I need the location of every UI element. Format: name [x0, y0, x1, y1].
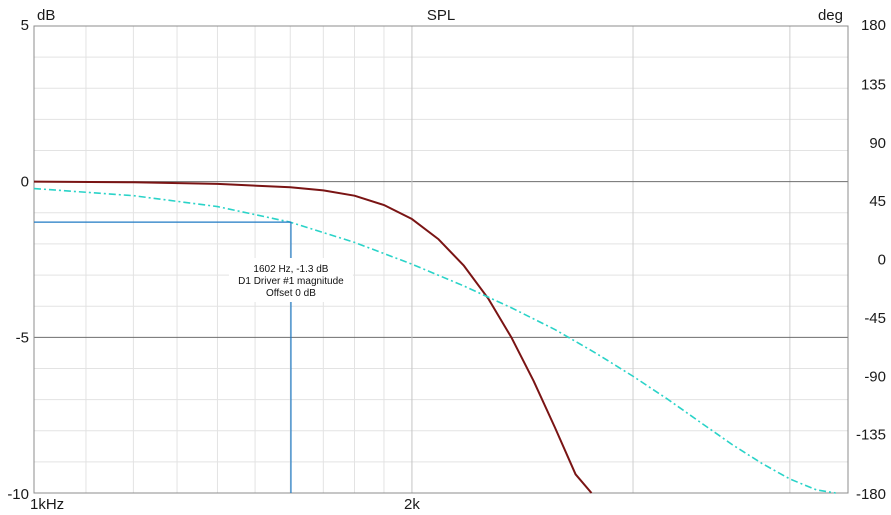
right-axis-unit: deg [818, 7, 843, 24]
x-tick-label: 1kHz [30, 496, 64, 513]
grid-minor [34, 26, 848, 493]
y2-tick-label: 45 [869, 193, 886, 210]
y2-tick-label: 180 [861, 17, 886, 34]
y2-tick-label: -135 [856, 427, 886, 444]
y2-tick-label: 135 [861, 76, 886, 93]
cursor-readout-line: D1 Driver #1 magnitude [238, 276, 344, 287]
y2-tick-label: 90 [869, 135, 886, 152]
y-tick-label: 0 [21, 174, 29, 191]
chart-title: SPL [427, 7, 455, 24]
y2-tick-label: 0 [878, 252, 886, 269]
y2-tick-label: -90 [864, 368, 886, 385]
series-layer [33, 180, 836, 494]
y2-tick-label: -180 [856, 486, 886, 503]
labels-layer: SPL dB deg 5 0 -5 -10 180 135 90 45 0 -45 -90 -135 -… [7, 7, 886, 513]
y-tick-label: 5 [21, 17, 29, 34]
grid-major [34, 26, 848, 493]
cursor-readout-box [228, 258, 353, 302]
left-axis-unit: dB [37, 7, 55, 24]
cursor-readout-line: Offset 0 dB [266, 288, 316, 299]
x-tick-label: 2k [404, 496, 420, 513]
plot-frame [33, 25, 849, 494]
y-tick-label: -10 [7, 486, 29, 503]
y2-tick-label: -45 [864, 310, 886, 327]
y-tick-label: -5 [16, 329, 29, 346]
series-line [33, 180, 593, 494]
cursor-layer: 1602 Hz, -1.3 dB D1 Driver #1 magnitude … [34, 221, 353, 493]
cursor-readout-line: 1602 Hz, -1.3 dB [253, 264, 328, 275]
series-line [33, 187, 836, 494]
